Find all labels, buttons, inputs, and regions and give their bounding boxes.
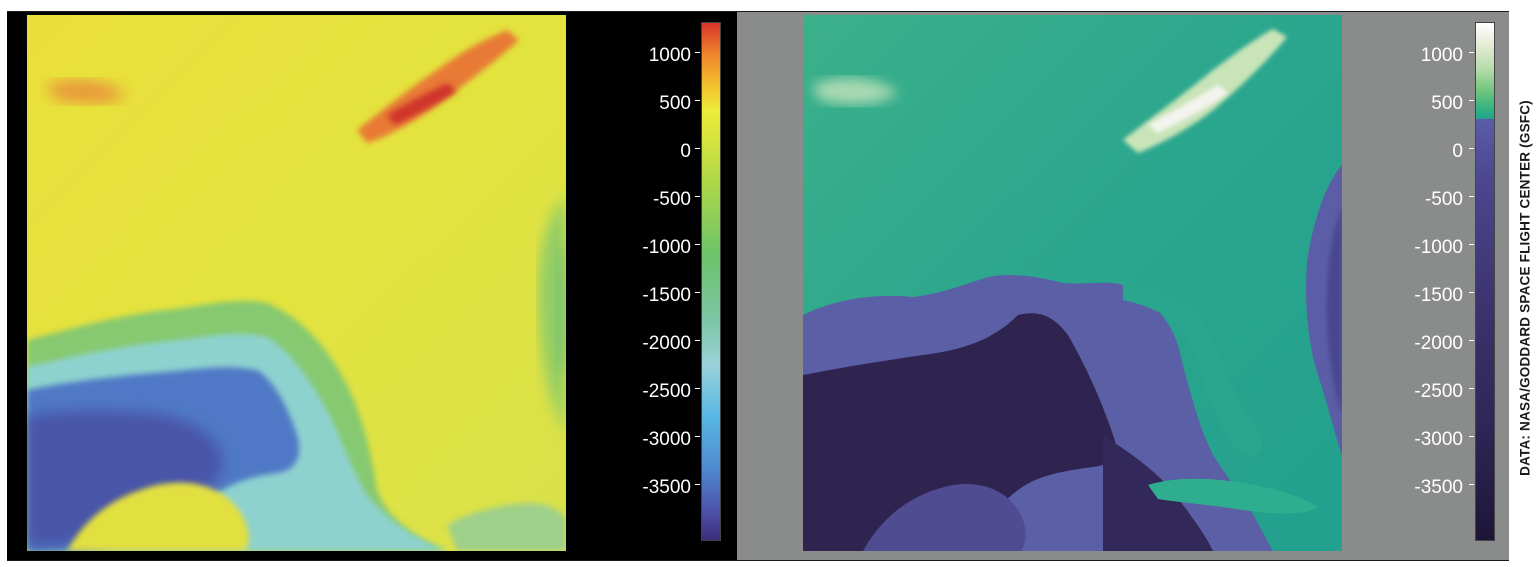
right-map-graphic (803, 15, 1342, 551)
left-map-graphic (27, 15, 566, 551)
left-colorbar-label: 1000 (648, 45, 691, 66)
left-elevation-panel: 1000 500 0 -500 -1000 -1500 -2000 -2500 … (7, 12, 737, 560)
right-colorbar-label: 0 (1452, 141, 1463, 162)
left-colorbar-label: 0 (680, 141, 691, 162)
left-colorbar-label: -1500 (642, 285, 691, 306)
right-colorbar-label: 500 (1431, 93, 1463, 114)
right-colorbar-label: -1500 (1414, 285, 1463, 306)
right-atlantic-slope (1326, 205, 1342, 415)
right-yucatan-shelf (863, 484, 1026, 551)
right-colorbar-label: -2000 (1414, 333, 1463, 354)
left-colorbar-label: -3500 (642, 477, 691, 498)
right-florida (1123, 285, 1263, 456)
right-colorbar-label: -3500 (1414, 477, 1463, 498)
left-ozark-highlands (47, 79, 127, 104)
left-caribbean (447, 503, 566, 551)
left-appalachian-peak (387, 83, 457, 125)
data-credit-text: DATA: NASA/GODDARD SPACE FLIGHT CENTER (… (1517, 100, 1533, 476)
right-ozark-highlands (813, 78, 898, 105)
right-gulf-deep (803, 313, 1117, 551)
left-elevation-map[interactable] (27, 15, 566, 551)
right-colorbar-label: -2500 (1414, 381, 1463, 402)
left-colorbar-labels: 1000 500 0 -500 -1000 -1500 -2000 -2500 … (601, 12, 691, 560)
bottom-border (7, 560, 1509, 561)
left-atlantic-shelf (538, 195, 566, 435)
right-cuba (1148, 478, 1318, 514)
right-colorbar-label: -1000 (1414, 237, 1463, 258)
left-atlantic-slope (555, 235, 566, 375)
left-colorbar-label: 500 (659, 93, 691, 114)
right-elevation-map[interactable] (803, 15, 1342, 551)
left-colorbar-label: -3000 (642, 429, 691, 450)
left-colorbar-label: -2500 (642, 381, 691, 402)
left-colorbar (701, 22, 721, 541)
left-colorbar-label: -500 (652, 189, 691, 210)
right-colorbar-label: -3000 (1414, 429, 1463, 450)
left-colorbar-label: -1000 (642, 237, 691, 258)
left-colorbar-label: -2000 (642, 333, 691, 354)
right-colorbar-ticks (1469, 22, 1474, 539)
top-border (7, 11, 1509, 12)
right-elevation-panel: 1000 500 0 -500 -1000 -1500 -2000 -2500 … (737, 12, 1509, 560)
right-colorbar-label: -500 (1424, 189, 1463, 210)
left-yucatan-land (67, 482, 249, 551)
right-appalachian-peak (1148, 85, 1228, 133)
right-colorbar (1475, 22, 1495, 541)
left-colorbar-ticks (695, 22, 700, 539)
right-colorbar-label: 1000 (1420, 45, 1463, 66)
right-colorbar-labels: 1000 500 0 -500 -1000 -1500 -2000 -2500 … (1373, 12, 1463, 560)
